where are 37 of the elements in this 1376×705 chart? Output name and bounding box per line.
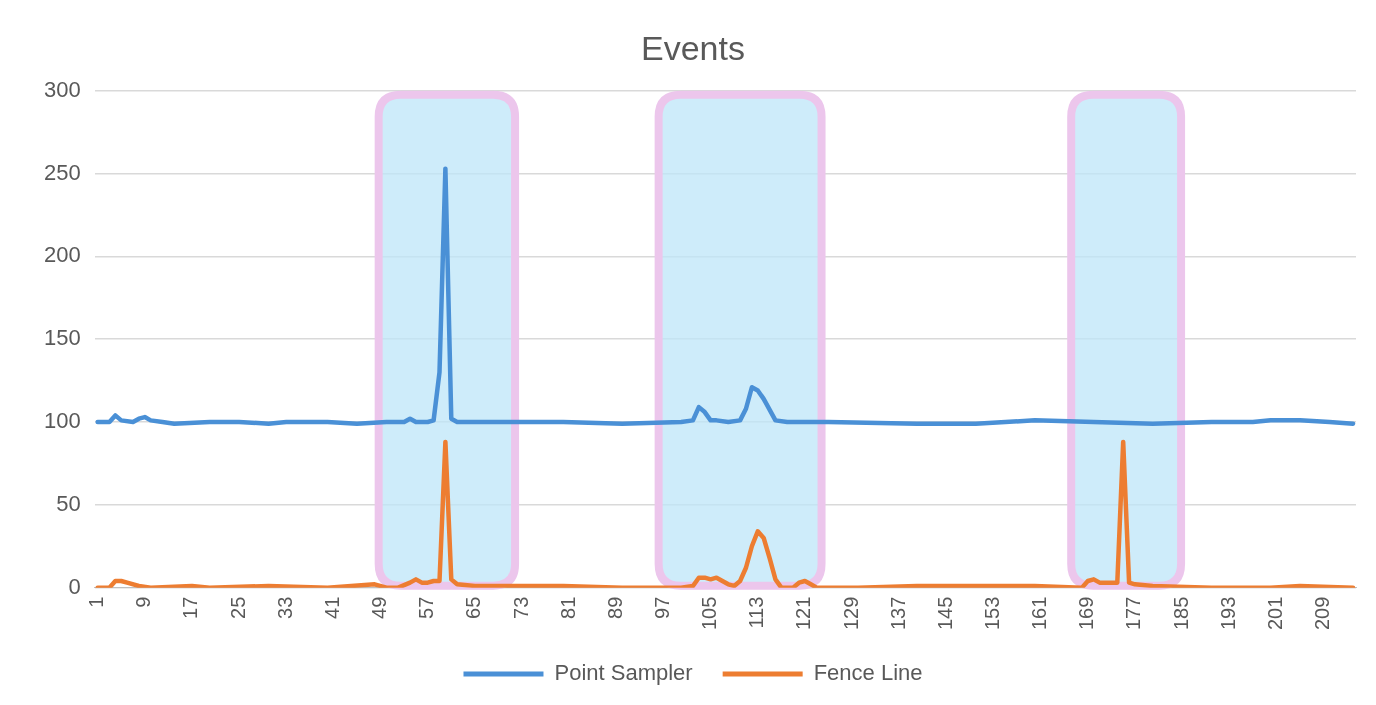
x-tick-label: 73 [509,596,532,619]
x-tick-label: 129 [839,596,862,631]
x-tick-label: 209 [1311,596,1334,631]
y-tick-label: 50 [56,490,81,516]
x-tick-label: 49 [368,596,391,619]
x-tick-label: 113 [745,596,768,629]
chart-title: Events [641,28,745,67]
legend-label: Fence Line [813,660,923,686]
x-tick-label: 105 [698,596,721,631]
y-tick-label: 300 [43,76,81,102]
x-tick-label: 89 [603,596,626,619]
x-tick-label: 145 [933,596,956,631]
y-tick-label: 0 [68,573,81,599]
legend-label: Point Sampler [554,660,693,686]
x-tick-label: 1 [85,596,108,608]
y-tick-label: 200 [43,242,81,268]
y-tick-label: 250 [43,159,81,185]
x-tick-label: 33 [273,596,296,619]
x-tick-label: 41 [320,596,343,619]
x-tick-label: 25 [226,596,249,619]
x-tick-label: 201 [1263,596,1286,631]
x-tick-label: 81 [556,596,579,619]
x-tick-label: 177 [1122,596,1145,631]
y-tick-label: 100 [43,408,81,434]
x-tick-label: 9 [132,596,155,608]
x-tick-label: 153 [981,596,1004,631]
x-tick-label: 193 [1216,596,1239,631]
y-tick-label: 150 [43,325,81,351]
x-tick-label: 65 [462,596,485,619]
x-tick-label: 169 [1075,596,1098,631]
x-tick-label: 161 [1028,596,1051,631]
x-tick-label: 185 [1169,596,1192,631]
x-tick-label: 17 [179,596,202,619]
x-tick-label: 121 [792,596,815,631]
x-tick-label: 57 [415,596,438,619]
x-tick-label: 97 [650,596,673,619]
x-tick-label: 137 [886,596,909,631]
